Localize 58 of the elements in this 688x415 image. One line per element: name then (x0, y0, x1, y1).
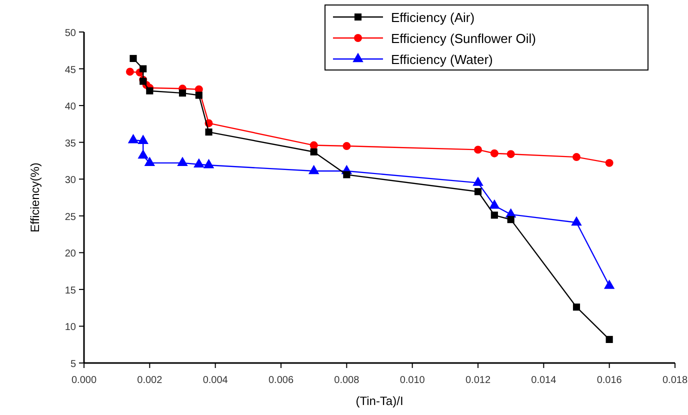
y-tick-label: 30 (64, 175, 76, 186)
point (342, 142, 351, 150)
point (343, 171, 350, 178)
x-tick-label: 0.018 (662, 375, 688, 386)
point (194, 158, 204, 168)
point (144, 156, 156, 166)
y-tick-label: 50 (64, 28, 76, 39)
point (572, 153, 580, 162)
point (203, 158, 214, 168)
legend-label: Efficiency (Water) (391, 52, 493, 67)
y-tick-label: 15 (64, 285, 76, 296)
x-tick-label: 0.012 (465, 375, 491, 386)
x-tick-label: 0.002 (137, 375, 163, 386)
x-tick-label: 0.008 (334, 375, 360, 386)
y-tick-label: 25 (64, 212, 76, 223)
point (489, 199, 500, 209)
x-tick-label: 0.004 (202, 375, 228, 386)
point (506, 150, 515, 158)
y-tick-label: 20 (64, 248, 76, 260)
point (195, 92, 202, 99)
x-tick-label: 0.006 (268, 375, 294, 386)
point (310, 148, 318, 156)
y-tick-label: 10 (64, 322, 76, 334)
y-axis-title: Efficiency(%) (28, 162, 42, 232)
x-axis-title: (Tin-Ta)/I (356, 394, 404, 408)
point (606, 336, 613, 343)
y-tick-label: 35 (64, 138, 76, 150)
point (571, 216, 582, 226)
x-tick-label: 0.000 (71, 375, 97, 386)
point (205, 128, 212, 136)
point (310, 141, 318, 150)
y-tick-label: 5 (70, 359, 76, 370)
x-tick-label: 0.016 (596, 375, 622, 386)
point (507, 216, 514, 224)
point (490, 149, 498, 158)
point (474, 188, 482, 196)
point (138, 149, 148, 159)
point (308, 164, 320, 174)
point (472, 176, 484, 186)
point (128, 134, 139, 144)
x-tick-label: 0.014 (531, 375, 557, 386)
point (490, 212, 498, 219)
x-tick-label: 0.010 (400, 375, 426, 386)
y-tick-label: 45 (64, 64, 76, 76)
point (146, 87, 154, 94)
point (605, 158, 614, 167)
point (177, 156, 188, 166)
point (474, 146, 482, 154)
point (604, 280, 615, 289)
point (178, 90, 186, 97)
y-tick-label: 40 (64, 102, 76, 113)
point (572, 304, 580, 311)
point (130, 54, 137, 62)
point (138, 134, 148, 144)
legend-label: Efficiency (Air) (391, 10, 475, 25)
point (140, 65, 147, 72)
legend-label: Efficiency (Sunflower Oil) (391, 31, 536, 46)
point (126, 68, 134, 76)
